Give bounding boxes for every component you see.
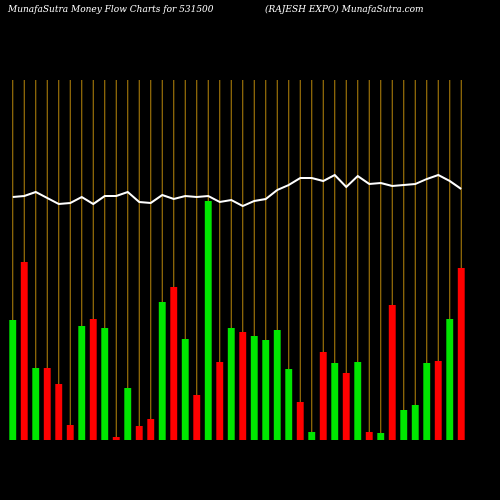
bar: [285, 369, 293, 440]
bar: [342, 373, 350, 440]
bar: [204, 201, 212, 440]
bar: [89, 319, 97, 440]
bar: [55, 384, 63, 440]
bar: [365, 432, 373, 440]
bar: [124, 388, 132, 440]
bar: [388, 305, 396, 440]
bar: [78, 326, 86, 440]
bar: [446, 319, 454, 440]
bar: [20, 262, 28, 440]
bar: [377, 433, 385, 440]
bar: [239, 332, 247, 440]
bar: [434, 361, 442, 440]
bar: [296, 402, 304, 440]
bar: [250, 336, 258, 440]
bar: [457, 268, 465, 440]
bar: [181, 339, 189, 440]
bar: [400, 410, 408, 440]
bar: [43, 368, 51, 440]
bar: [193, 395, 201, 440]
money-flow-line: [12, 173, 462, 208]
bar: [135, 426, 143, 440]
bar: [158, 302, 166, 440]
bar: [423, 363, 431, 440]
bar: [331, 363, 339, 440]
bar: [354, 362, 362, 440]
bar: [112, 437, 120, 440]
bar: [273, 330, 281, 440]
bar: [308, 432, 316, 440]
chart-title: MunafaSutra Money Flow Charts for 531500: [7, 5, 214, 15]
chart-subtitle: (RAJESH EXPO) MunafaSutra.com: [265, 4, 424, 15]
bar: [66, 425, 74, 440]
bar: [147, 419, 155, 440]
bar: [227, 328, 235, 440]
bar: [101, 328, 109, 440]
bar: [9, 320, 17, 440]
bar: [319, 352, 327, 440]
bar: [170, 287, 178, 440]
bar: [216, 362, 224, 440]
bar: [262, 340, 270, 440]
bar: [32, 368, 40, 440]
bar: [411, 405, 419, 440]
